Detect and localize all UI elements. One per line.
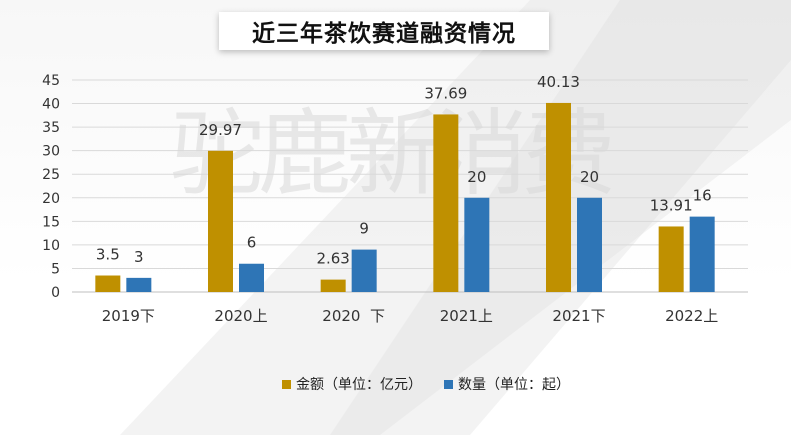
bar-amount	[320, 279, 346, 292]
y-tick-label: 40	[42, 97, 60, 113]
legend-label-count: 数量（单位：起）	[458, 377, 570, 393]
legend-swatch-amount	[282, 379, 291, 389]
data-label-count: 3	[134, 248, 144, 266]
data-label-amount: 40.13	[537, 73, 580, 91]
x-tick-label: 2020上	[214, 307, 267, 325]
data-label-amount: 3.5	[96, 246, 120, 264]
y-tick-label: 25	[42, 167, 60, 183]
x-tick-label: 2020 下	[322, 307, 385, 325]
legend-item-count: 数量（单位：起）	[444, 374, 570, 394]
data-label-count: 6	[247, 234, 257, 252]
x-tick-label: 2019下	[102, 307, 155, 325]
x-tick-label: 2022上	[665, 307, 718, 325]
bar-count	[689, 216, 715, 292]
bar-amount	[546, 102, 571, 292]
bar-count	[351, 249, 377, 292]
y-tick-label: 30	[42, 144, 60, 160]
y-tick-label: 20	[42, 191, 60, 207]
bar-amount	[433, 114, 459, 292]
data-label-amount: 13.91	[650, 196, 693, 214]
legend-swatch-count	[444, 379, 453, 389]
bar-amount	[658, 226, 684, 292]
y-tick-label: 5	[51, 261, 60, 277]
bar-count	[126, 277, 152, 292]
y-tick-label: 35	[42, 120, 60, 136]
y-tick-label: 10	[42, 238, 60, 254]
bar-amount	[208, 150, 233, 292]
watermark-text: 驼鹿新消费	[170, 100, 616, 209]
y-tick-label: 0	[51, 285, 60, 301]
data-label-count: 20	[580, 168, 599, 186]
legend-item-amount: 金额（单位：亿元）	[282, 374, 422, 394]
x-tick-label: 2021下	[552, 307, 605, 325]
bar-count	[239, 263, 264, 292]
chart-title-box: 近三年茶饮赛道融资情况	[219, 12, 549, 50]
y-tick-label: 45	[42, 73, 60, 89]
legend: 金额（单位：亿元） 数量（单位：起）	[282, 374, 592, 394]
y-tick-label: 15	[42, 214, 60, 230]
bar-count	[577, 197, 602, 292]
data-label-count: 20	[467, 168, 486, 186]
data-label-count: 16	[693, 187, 712, 205]
bar-amount	[95, 275, 121, 292]
x-tick-label: 2021上	[440, 307, 493, 325]
legend-label-amount: 金额（单位：亿元）	[296, 377, 422, 393]
chart-title: 近三年茶饮赛道融资情况	[252, 21, 516, 47]
data-label-amount: 29.97	[199, 121, 242, 139]
data-label-amount: 2.63	[316, 250, 349, 268]
data-label-amount: 37.69	[424, 84, 467, 102]
data-label-count: 9	[359, 220, 369, 238]
bar-count	[464, 197, 490, 292]
